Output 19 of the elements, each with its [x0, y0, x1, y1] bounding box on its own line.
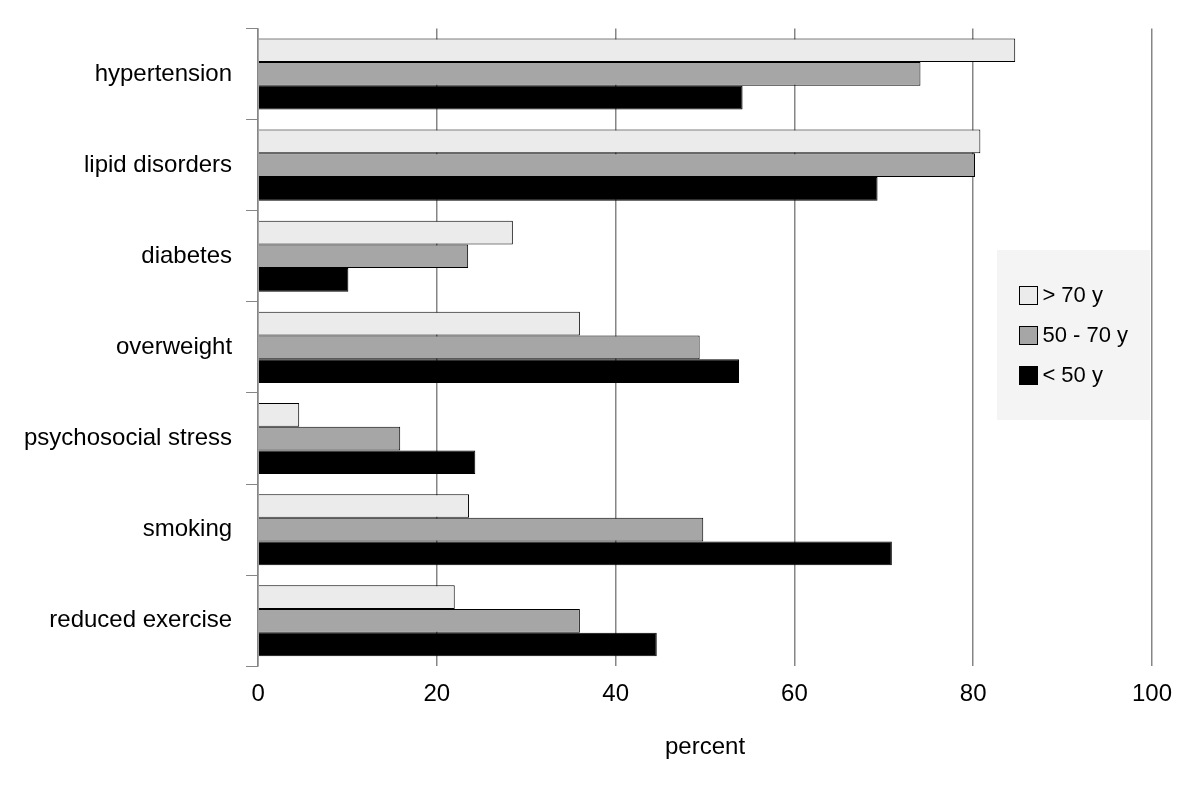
x-axis-title: percent	[665, 732, 746, 760]
y-tick-label: diabetes	[141, 240, 233, 268]
x-tick-label: 40	[602, 679, 629, 707]
y-tick-label: psychosocial stress	[24, 423, 233, 451]
y-tick-label: reduced exercise	[49, 605, 233, 633]
x-tick-label: 20	[423, 679, 451, 707]
legend-label: < 50 y	[1042, 362, 1103, 388]
legend-label: > 70 y	[1042, 282, 1103, 308]
x-tick-label: 60	[781, 679, 808, 707]
x-tick-label: 0	[251, 679, 265, 707]
bar	[258, 85, 743, 110]
y-tick-label: overweight	[116, 332, 233, 360]
y-tick-label: hypertension	[94, 58, 233, 86]
legend-label: 50 - 70 y	[1042, 322, 1128, 348]
y-tick-label: lipid disorders	[84, 149, 233, 177]
y-tick-label: smoking	[142, 514, 233, 542]
bar	[258, 632, 657, 657]
x-tick-label: 80	[959, 679, 987, 707]
x-tick-label: 100	[1131, 679, 1172, 707]
